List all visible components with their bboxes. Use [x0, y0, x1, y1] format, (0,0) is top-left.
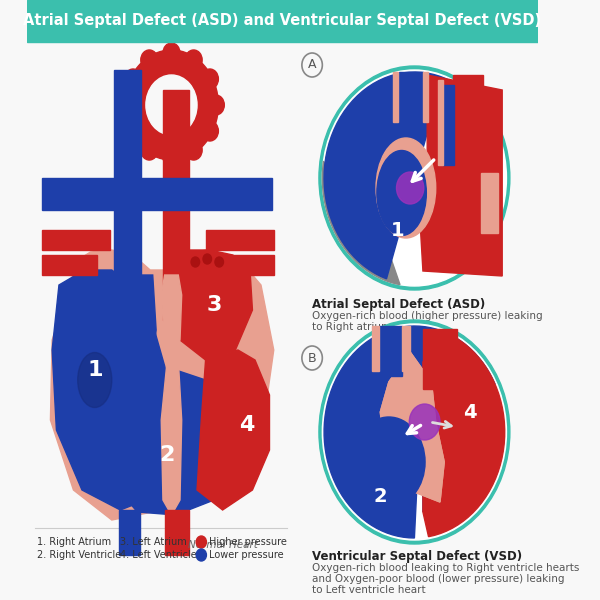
Circle shape: [207, 95, 224, 115]
Circle shape: [319, 320, 510, 544]
Polygon shape: [119, 370, 231, 515]
Bar: [372, 326, 379, 371]
Text: and Oxygen-poor blood (lower pressure) leaking: and Oxygen-poor blood (lower pressure) l…: [312, 574, 565, 584]
Text: Atrial Septal Defect (ASD) and Ventricular Septal Defect (VSD): Atrial Septal Defect (ASD) and Ventricul…: [23, 13, 541, 28]
Polygon shape: [380, 352, 444, 502]
Polygon shape: [324, 326, 495, 538]
Bar: [206, 230, 274, 250]
Circle shape: [196, 549, 206, 561]
Text: 4: 4: [239, 415, 254, 435]
Bar: [119, 510, 140, 555]
Polygon shape: [419, 75, 502, 276]
Polygon shape: [197, 350, 269, 510]
Bar: [403, 326, 410, 371]
Bar: [42, 230, 110, 250]
Text: Normal Heart: Normal Heart: [188, 540, 257, 550]
Bar: [423, 329, 457, 389]
Circle shape: [203, 254, 212, 264]
Text: B: B: [308, 352, 316, 364]
Bar: [163, 90, 188, 320]
Polygon shape: [133, 275, 156, 360]
Circle shape: [196, 536, 206, 548]
Text: 3: 3: [206, 295, 222, 315]
Text: 2. Right Ventricle: 2. Right Ventricle: [37, 550, 121, 560]
Bar: [164, 510, 188, 555]
Circle shape: [185, 50, 202, 70]
Bar: [379, 326, 403, 376]
Ellipse shape: [376, 138, 436, 238]
Circle shape: [202, 69, 218, 89]
Bar: [113, 70, 141, 290]
Polygon shape: [50, 250, 274, 520]
Polygon shape: [322, 161, 400, 284]
Bar: [453, 75, 482, 165]
Polygon shape: [161, 360, 182, 515]
Text: 1. Right Atrium: 1. Right Atrium: [37, 537, 111, 547]
Bar: [42, 255, 97, 275]
Text: 1: 1: [87, 360, 103, 380]
Text: 3. Left Atrium: 3. Left Atrium: [121, 537, 187, 547]
Text: Atrial Septal Defect (ASD): Atrial Septal Defect (ASD): [312, 298, 485, 311]
Polygon shape: [380, 352, 444, 502]
Bar: [393, 72, 398, 122]
Polygon shape: [423, 331, 505, 536]
Bar: [42, 178, 272, 210]
Text: 2: 2: [160, 445, 175, 465]
Circle shape: [322, 70, 506, 286]
Text: 1: 1: [391, 220, 404, 239]
Bar: [26, 0, 538, 42]
Polygon shape: [161, 275, 182, 355]
Bar: [295, 42, 538, 600]
Bar: [438, 80, 443, 165]
Circle shape: [146, 75, 197, 135]
Bar: [481, 173, 498, 233]
Text: to Left ventricle heart: to Left ventricle heart: [312, 585, 426, 595]
Circle shape: [163, 43, 180, 63]
Circle shape: [125, 69, 142, 89]
Text: Oxygen-rich blood leaking to Right ventricle hearts: Oxygen-rich blood leaking to Right ventr…: [312, 563, 580, 573]
Circle shape: [202, 121, 218, 141]
Text: 4. Left Ventricle: 4. Left Ventricle: [121, 550, 197, 560]
Circle shape: [191, 257, 200, 267]
Circle shape: [141, 140, 158, 160]
Circle shape: [141, 50, 158, 70]
Ellipse shape: [78, 352, 112, 407]
Text: Higher pressure: Higher pressure: [209, 537, 287, 547]
Text: 2: 2: [373, 487, 387, 506]
Circle shape: [163, 147, 180, 167]
Circle shape: [119, 95, 136, 115]
Ellipse shape: [353, 417, 425, 507]
Text: 4: 4: [463, 403, 476, 421]
Text: Oxygen-rich blood (higher pressure) leaking: Oxygen-rich blood (higher pressure) leak…: [312, 311, 543, 321]
Circle shape: [322, 324, 506, 540]
Circle shape: [397, 172, 424, 204]
Polygon shape: [324, 72, 500, 279]
Bar: [442, 85, 454, 165]
Text: to Right atrium heart: to Right atrium heart: [312, 322, 422, 332]
Circle shape: [409, 404, 440, 440]
Bar: [399, 72, 423, 127]
Polygon shape: [52, 270, 176, 510]
Circle shape: [319, 66, 510, 290]
Text: Ventricular Septal Defect (VSD): Ventricular Septal Defect (VSD): [312, 550, 522, 563]
Ellipse shape: [377, 151, 427, 235]
Circle shape: [215, 257, 223, 267]
Text: Lower pressure: Lower pressure: [209, 550, 284, 560]
Bar: [423, 72, 428, 122]
Circle shape: [125, 121, 142, 141]
Circle shape: [125, 50, 218, 160]
Circle shape: [185, 140, 202, 160]
Bar: [218, 255, 274, 275]
Polygon shape: [170, 250, 253, 360]
Text: A: A: [308, 58, 316, 71]
Bar: [26, 42, 295, 600]
